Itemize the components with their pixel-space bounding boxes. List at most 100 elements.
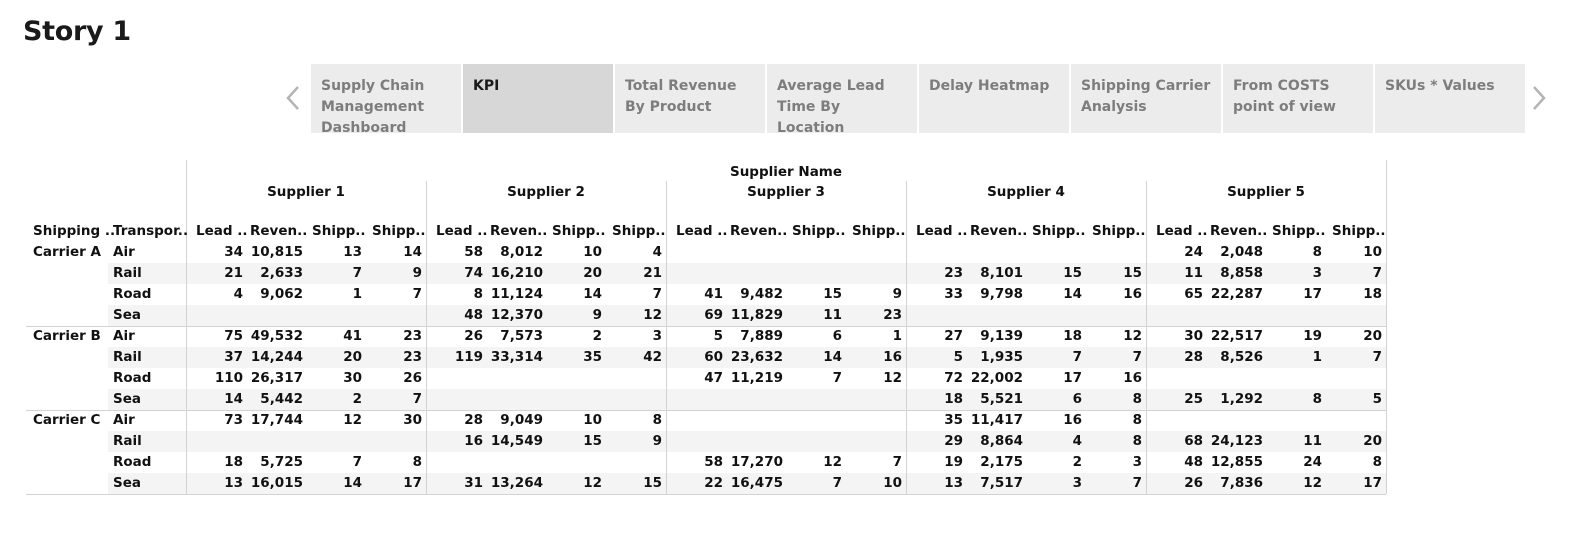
table-cell: 11,829 [730, 307, 783, 323]
measure-header[interactable]: Reven.. [1210, 223, 1268, 239]
table-cell: 41 [343, 328, 362, 344]
grid-hline [26, 326, 1386, 327]
table-cell: 1,292 [1220, 391, 1263, 407]
column-field-title: Supplier Name [729, 164, 843, 180]
tabs-next-button[interactable] [1527, 80, 1549, 116]
table-cell: 8,101 [980, 265, 1023, 281]
table-cell: 9 [652, 433, 662, 449]
tab-shipping-carrier-analysis[interactable]: Shipping Carrier Analysis [1071, 64, 1221, 133]
table-cell: 12 [343, 412, 362, 428]
transport-mode-label: Rail [113, 349, 142, 365]
measure-header[interactable]: Lead .. [676, 223, 728, 239]
table-cell: 10 [883, 475, 902, 491]
measure-header[interactable]: Shipp.. [1092, 223, 1146, 239]
table-cell: 17 [1363, 475, 1382, 491]
table-cell: 5 [1372, 391, 1382, 407]
measure-header[interactable]: Shipp.. [792, 223, 846, 239]
table-cell: 13 [224, 475, 243, 491]
table-cell: 7 [832, 475, 842, 491]
row-band [108, 305, 1386, 326]
measure-header[interactable]: Lead .. [916, 223, 968, 239]
table-cell: 58 [704, 454, 723, 470]
table-cell: 2 [592, 328, 602, 344]
table-cell: 19 [944, 454, 963, 470]
measure-header[interactable]: Shipp.. [1272, 223, 1326, 239]
chevron-left-icon [286, 86, 299, 110]
grid-vline [666, 181, 667, 494]
tab-costs-point-of-view[interactable]: From COSTS point of view [1223, 64, 1373, 133]
table-cell: 8 [1132, 412, 1142, 428]
measure-header[interactable]: Shipp.. [1032, 223, 1086, 239]
grid-vline [186, 160, 187, 494]
grid-hline [26, 410, 1386, 411]
table-cell: 9 [892, 286, 902, 302]
measure-header[interactable]: Reven.. [730, 223, 788, 239]
table-cell: 2 [352, 391, 362, 407]
carrier-label: Carrier B [33, 328, 101, 344]
table-cell: 26 [403, 370, 422, 386]
table-cell: 15 [1123, 265, 1142, 281]
table-cell: 42 [643, 349, 662, 365]
measure-header[interactable]: Shipp.. [552, 223, 606, 239]
table-cell: 8 [473, 286, 483, 302]
table-cell: 7 [832, 370, 842, 386]
table-cell: 69 [704, 307, 723, 323]
table-cell: 8,012 [500, 244, 543, 260]
table-cell: 23,632 [730, 349, 783, 365]
table-cell: 24 [1184, 244, 1203, 260]
measure-header[interactable]: Shipp.. [372, 223, 426, 239]
row-band [108, 389, 1386, 410]
measure-header[interactable]: Shipp.. [312, 223, 366, 239]
measure-header[interactable]: Shipp.. [612, 223, 666, 239]
table-cell: 20 [343, 349, 362, 365]
supplier-header: Supplier 5 [1227, 184, 1305, 200]
measure-header[interactable]: Lead .. [436, 223, 488, 239]
measure-header[interactable]: Reven.. [250, 223, 308, 239]
tab-average-lead-time[interactable]: Average Lead Time By Location [767, 64, 917, 133]
row-band [108, 473, 1386, 494]
measure-header[interactable]: Shipp.. [1332, 223, 1386, 239]
table-cell: 8,858 [1220, 265, 1263, 281]
supplier-header: Supplier 2 [507, 184, 585, 200]
table-cell: 9 [412, 265, 422, 281]
table-cell: 20 [583, 265, 602, 281]
tab-skus-values[interactable]: SKUs * Values [1375, 64, 1525, 133]
measure-header[interactable]: Shipp.. [852, 223, 906, 239]
transport-mode-label: Sea [113, 307, 141, 323]
row-band [108, 347, 1386, 368]
table-cell: 37 [224, 349, 243, 365]
table-cell: 9,798 [980, 286, 1023, 302]
table-cell: 73 [224, 412, 243, 428]
tab-kpi[interactable]: KPI [463, 64, 613, 133]
table-cell: 12 [823, 454, 842, 470]
table-cell: 58 [464, 244, 483, 260]
tab-delay-heatmap[interactable]: Delay Heatmap [919, 64, 1069, 133]
measure-header[interactable]: Lead .. [196, 223, 248, 239]
table-cell: 29 [944, 433, 963, 449]
transport-mode-label: Road [113, 286, 152, 302]
tab-total-revenue-by-product[interactable]: Total Revenue By Product [615, 64, 765, 133]
table-cell: 10 [1363, 244, 1382, 260]
table-cell: 14 [823, 349, 842, 365]
measure-header[interactable]: Reven.. [970, 223, 1028, 239]
row-header-shipping[interactable]: Shipping .. [33, 223, 116, 239]
table-cell: 11 [1184, 265, 1203, 281]
grid-vline [426, 181, 427, 494]
measure-header[interactable]: Lead .. [1156, 223, 1208, 239]
row-band [108, 263, 1386, 284]
row-header-transport[interactable]: Transpor.. [113, 223, 189, 239]
tab-supply-chain-dashboard[interactable]: Supply Chain Management Dashboard [311, 64, 461, 133]
table-cell: 2 [1072, 454, 1082, 470]
table-cell: 11 [1303, 433, 1322, 449]
measure-header[interactable]: Reven.. [490, 223, 548, 239]
table-cell: 9 [592, 307, 602, 323]
table-cell: 7,573 [500, 328, 543, 344]
table-cell: 33 [944, 286, 963, 302]
table-cell: 28 [464, 412, 483, 428]
table-cell: 7 [412, 286, 422, 302]
table-cell: 12,370 [490, 307, 543, 323]
table-cell: 1 [892, 328, 902, 344]
tabs-prev-button[interactable] [283, 80, 305, 116]
table-cell: 14 [343, 475, 362, 491]
table-cell: 3 [1072, 475, 1082, 491]
